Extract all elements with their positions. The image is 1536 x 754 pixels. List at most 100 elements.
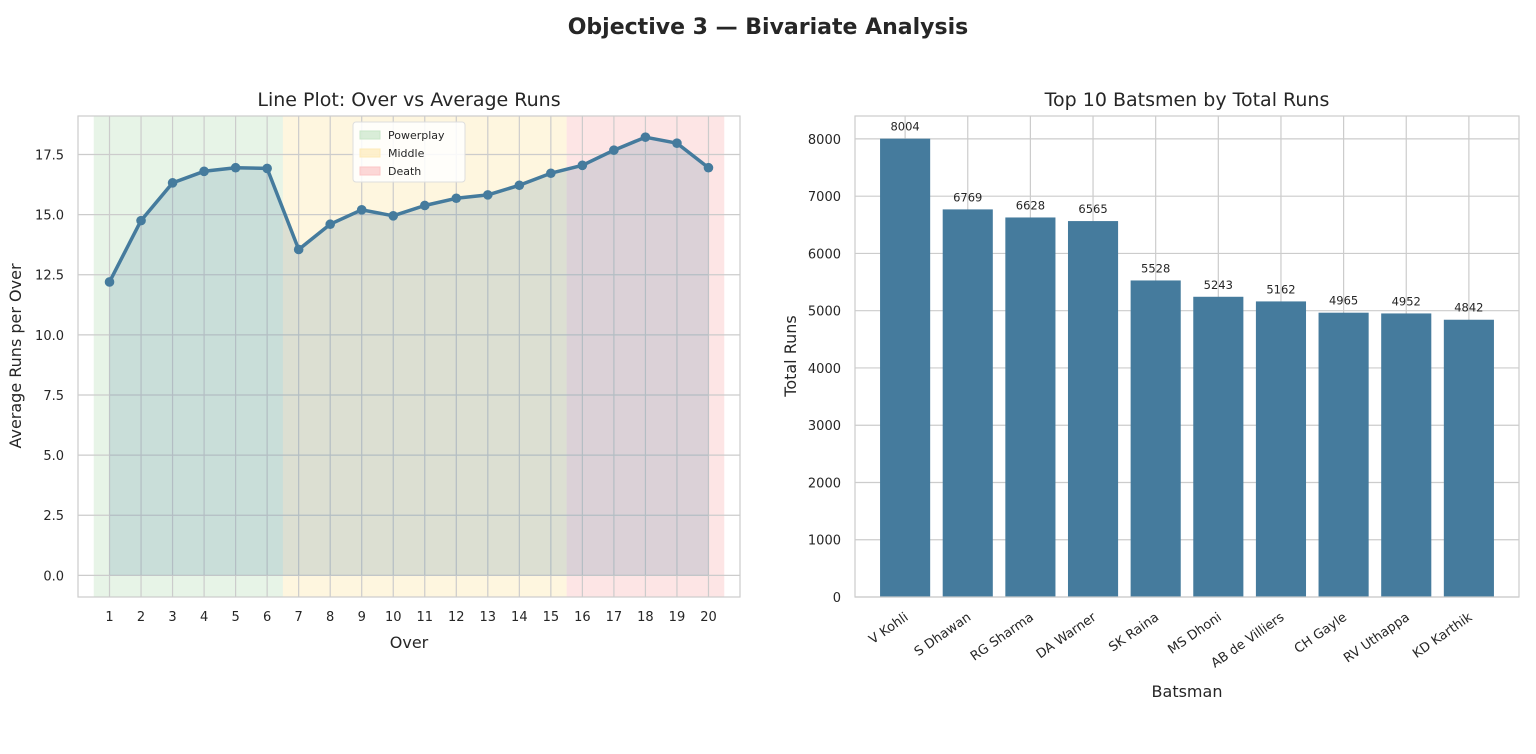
data-point xyxy=(388,211,399,221)
data-point xyxy=(104,277,115,287)
bar-y-ticks: 0 1000 2000 3000 4000 5000 6000 7000 8000 xyxy=(808,133,841,606)
y-tick-label: 3000 xyxy=(808,419,841,434)
line-grid xyxy=(78,116,740,597)
bar xyxy=(1130,280,1181,597)
bar xyxy=(942,209,993,597)
x-tick-label: 13 xyxy=(480,610,497,625)
line-plot-frame xyxy=(77,115,741,598)
x-tick-label: 2 xyxy=(137,610,145,625)
data-point xyxy=(293,244,304,255)
y-tick-label: 6000 xyxy=(808,247,841,262)
bar-data-label: 6769 xyxy=(953,190,982,204)
x-tick-label: 17 xyxy=(606,610,623,625)
bar-data-label: 5243 xyxy=(1204,278,1233,292)
y-tick-label: 2.5 xyxy=(43,509,64,524)
data-point xyxy=(640,132,651,142)
bar-data-label: 8004 xyxy=(890,120,919,134)
data-point xyxy=(546,168,556,179)
figure-title: Objective 3 — Bivariate Analysis xyxy=(568,15,969,40)
bar xyxy=(1067,221,1119,597)
legend-swatch xyxy=(359,166,381,176)
data-point xyxy=(230,162,241,173)
y-tick-label: 8000 xyxy=(808,133,841,148)
legend-label: Death xyxy=(388,165,421,178)
data-point xyxy=(514,180,525,191)
bar-y-label: Total Runs xyxy=(781,315,800,397)
bar xyxy=(1193,296,1244,597)
x-tick-label: 16 xyxy=(574,610,591,625)
legend-label: Powerplay xyxy=(388,129,445,142)
legend-swatch xyxy=(359,148,381,158)
x-tick-label: 8 xyxy=(326,610,334,625)
line-x-ticks: 1 2 3 4 5 6 7 8 9 10 11 12 13 14 15 16 17 18 19 20 xyxy=(105,610,716,625)
x-tick-label: 12 xyxy=(448,610,465,625)
bar xyxy=(1381,313,1432,597)
line-area-fill xyxy=(109,137,709,576)
x-tick-label: 20 xyxy=(700,610,717,625)
x-tick-label: 4 xyxy=(200,610,208,625)
bar-data-label: 4842 xyxy=(1454,301,1483,315)
line-x-label: Over xyxy=(390,633,429,652)
x-tick-label: 5 xyxy=(231,610,239,625)
y-tick-label: 0.0 xyxy=(43,569,64,584)
bars xyxy=(880,138,1494,598)
line-y-ticks: 0.0 2.5 5.0 7.5 10.0 12.5 15.0 17.5 xyxy=(35,148,64,584)
line-plot-area xyxy=(78,116,740,597)
bar-data-label: 6565 xyxy=(1078,202,1107,216)
bar-data-label: 4965 xyxy=(1329,294,1358,308)
bar-data-labels: 8004 6769 6628 6565 5528 5243 5162 4965 4952 4842 xyxy=(890,120,1483,315)
x-tick-label: 7 xyxy=(295,610,303,625)
y-tick-label: 5.0 xyxy=(43,449,64,464)
x-tick-label: 1 xyxy=(105,610,113,625)
bar-data-label: 4952 xyxy=(1392,294,1421,308)
data-point xyxy=(199,166,209,177)
y-tick-label: 2000 xyxy=(808,476,841,491)
x-tick-label: 9 xyxy=(358,610,366,625)
y-tick-label: 4000 xyxy=(808,362,841,377)
bar-data-label: 5528 xyxy=(1141,261,1170,275)
y-tick-label: 10.0 xyxy=(35,329,64,344)
bar-chart: 8004 6769 6628 6565 5528 5243 5162 4965 4952 4842… xyxy=(781,89,1520,701)
legend-swatch xyxy=(359,130,381,140)
bar xyxy=(880,138,931,597)
data-point xyxy=(703,162,714,173)
data-point xyxy=(419,200,430,211)
y-tick-label: 5000 xyxy=(808,305,841,320)
bar-data-label: 6628 xyxy=(1016,198,1045,212)
y-tick-label: 7000 xyxy=(808,190,841,205)
bar xyxy=(1005,217,1056,598)
line-legend: Powerplay Middle Death xyxy=(352,121,466,183)
data-point xyxy=(167,178,178,188)
data-point xyxy=(451,193,462,204)
y-tick-label: 15.0 xyxy=(35,209,64,224)
x-tick-label: 3 xyxy=(168,610,176,625)
y-tick-label: 0 xyxy=(833,591,841,606)
data-point xyxy=(483,190,493,200)
bar xyxy=(1443,319,1494,597)
x-tick-label: 11 xyxy=(416,610,433,625)
phase-band-powerplay xyxy=(93,116,283,597)
data-point xyxy=(136,215,146,226)
data-point xyxy=(609,145,619,155)
legend-label: Middle xyxy=(388,147,425,160)
series-points xyxy=(104,132,714,287)
y-tick-label: 7.5 xyxy=(43,389,64,404)
data-point xyxy=(356,204,367,215)
line-chart-title: Line Plot: Over vs Average Runs xyxy=(257,89,560,111)
bar-plot-frame xyxy=(854,115,1520,598)
x-tick-label: 6 xyxy=(263,610,271,625)
data-point xyxy=(577,160,588,171)
data-point xyxy=(325,219,335,230)
y-tick-label: 12.5 xyxy=(35,269,64,284)
data-point xyxy=(672,138,682,148)
x-tick-label: 18 xyxy=(637,610,654,625)
y-tick-label: 1000 xyxy=(808,534,841,549)
x-tick-label: 14 xyxy=(511,610,528,625)
bar xyxy=(1318,312,1369,597)
x-tick-label: 10 xyxy=(385,610,402,625)
data-point xyxy=(262,163,272,174)
x-tick-label: 19 xyxy=(669,610,686,625)
line-chart: 1 2 3 4 5 6 7 8 9 10 11 12 13 14 15 16 17 18 19 20 0.02.55.… xyxy=(6,89,741,652)
legend-box xyxy=(352,121,466,183)
